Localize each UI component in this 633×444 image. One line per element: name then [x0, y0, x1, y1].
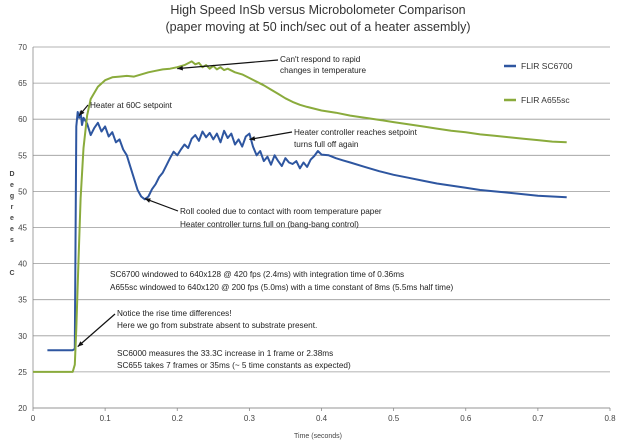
annotation-arrowhead-rise-time — [77, 341, 84, 347]
y-tick-label: 25 — [18, 368, 27, 377]
series-line-1 — [33, 60, 567, 373]
x-tick-label: 0 — [31, 414, 36, 423]
annotation-arrowhead-roll-cooled — [144, 198, 151, 203]
y-axis-label-char: e — [10, 226, 14, 233]
y-axis-label-char: e — [10, 215, 14, 222]
y-tick-label: 20 — [18, 404, 27, 413]
y-tick-label: 65 — [18, 79, 27, 88]
annotation-arrowhead-controller-reaches — [249, 136, 256, 141]
annotation-windowing: SC6700 windowed to 640x128 @ 420 fps (2.… — [110, 270, 404, 279]
x-tick-label: 0.4 — [316, 414, 328, 423]
annotation-roll-cooled: Heater controller turns full on (bang-ba… — [180, 220, 359, 229]
annotation-rise-time: Here we go from substrate absent to subs… — [117, 321, 317, 330]
x-tick-label: 0.7 — [532, 414, 544, 423]
annotation-rise-time: Notice the rise time differences! — [117, 309, 232, 318]
chart-title: High Speed InSb versus Microbolometer Co… — [170, 3, 465, 17]
y-tick-label: 40 — [18, 260, 27, 269]
x-axis-label: Time (seconds) — [294, 433, 342, 440]
annotation-cant-respond: Can't respond to rapid — [280, 55, 361, 64]
y-axis-label-char: r — [11, 204, 14, 211]
legend-label-a655sc: FLIR A655sc — [521, 95, 570, 105]
annotation-heater-setpoint: Heater at 60C setpoint — [90, 101, 173, 110]
y-tick-label: 30 — [18, 332, 27, 341]
annotation-arrowhead-cant-respond — [177, 65, 183, 71]
y-tick-label: 70 — [18, 43, 27, 52]
x-tick-label: 0.5 — [388, 414, 400, 423]
x-axis-ticks: 0 0.1 0.2 0.3 0.4 0.5 0.6 0.7 0.8 — [31, 408, 616, 423]
x-tick-label: 0.2 — [172, 414, 184, 423]
y-tick-label: 60 — [18, 115, 27, 124]
x-tick-label: 0.3 — [244, 414, 256, 423]
annotation-rise-stats: SC655 takes 7 frames or 35ms (~ 5 time c… — [117, 361, 351, 370]
y-axis-label-char: C — [9, 270, 14, 277]
gridlines — [33, 46, 610, 409]
y-axis-label-char: g — [10, 193, 14, 200]
y-tick-label: 55 — [18, 151, 27, 160]
annotation-arrowhead-heater-setpoint — [79, 109, 85, 116]
annotation-rise-stats: SC6000 measures the 33.3C increase in 1 … — [117, 349, 333, 358]
y-axis-ticks: 20 25 30 35 40 45 50 55 60 65 70 — [18, 43, 27, 413]
annotation-arrow-roll-cooled — [144, 198, 179, 212]
legend: FLIR SC6700 FLIR A655sc — [504, 61, 573, 105]
annotation-arrow-rise-time — [77, 313, 116, 348]
legend-label-sc6700: FLIR SC6700 — [521, 61, 573, 71]
chart-subtitle: (paper moving at 50 inch/sec out of a he… — [165, 20, 470, 34]
annotation-roll-cooled: Roll cooled due to contact with room tem… — [180, 207, 382, 216]
y-axis-label-char: s — [10, 237, 14, 244]
y-tick-label: 45 — [18, 224, 27, 233]
annotation-controller-reaches: Heater controller reaches setpoint — [294, 128, 418, 137]
annotation-arrow-cant-respond — [177, 59, 279, 70]
annotation-controller-reaches: turns full off again — [294, 140, 359, 149]
annotation-arrow-controller-reaches — [249, 131, 293, 141]
x-tick-label: 0.1 — [100, 414, 112, 423]
x-tick-label: 0.8 — [604, 414, 616, 423]
y-tick-label: 35 — [18, 296, 27, 305]
y-axis-label-char: e — [10, 182, 14, 189]
annotation-layer: Can't respond to rapid changes in tempera… — [77, 55, 454, 370]
series-line-0 — [47, 111, 567, 352]
x-tick-label: 0.6 — [460, 414, 472, 423]
annotation-windowing: A655sc windowed to 640x120 @ 200 fps (5.… — [110, 283, 454, 292]
annotation-cant-respond: changes in temperature — [280, 66, 366, 75]
series-layer — [33, 60, 567, 373]
y-tick-label: 50 — [18, 187, 27, 196]
y-axis-label-char: D — [9, 171, 14, 178]
